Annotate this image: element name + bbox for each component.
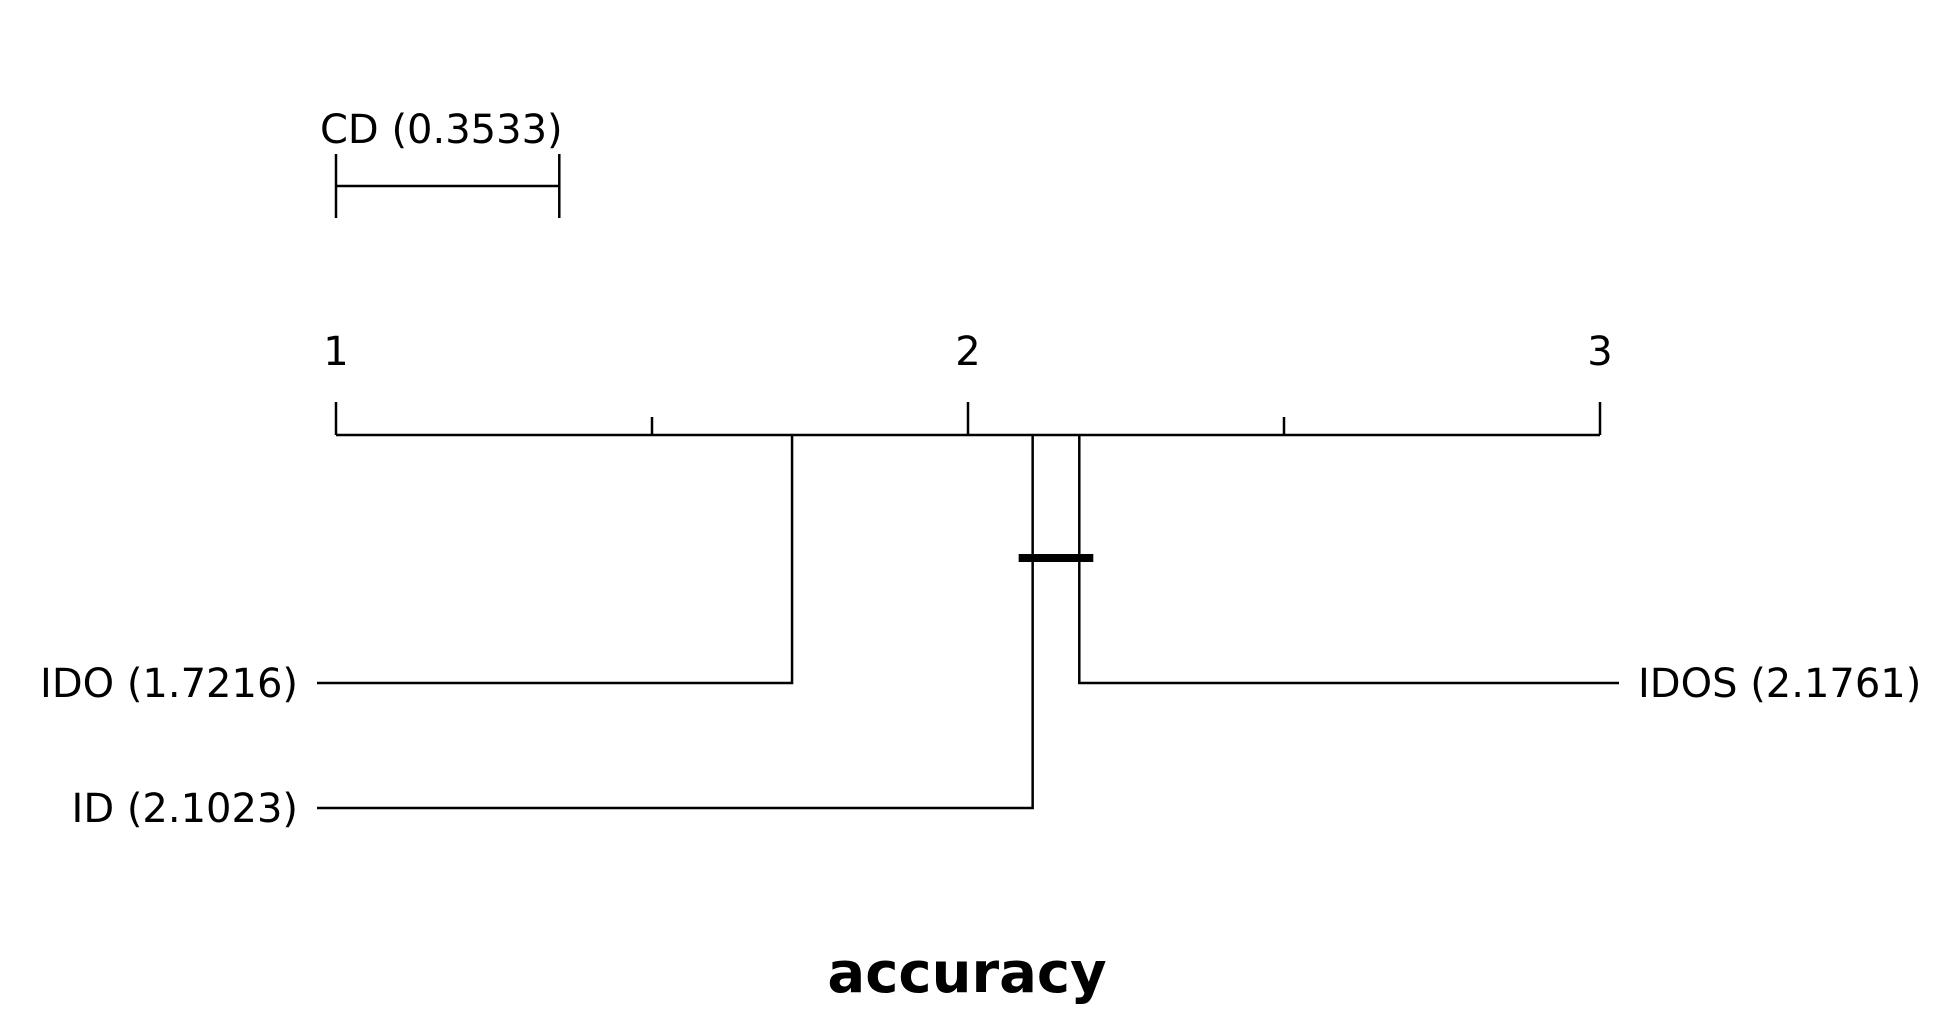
method-label-id: ID (2.1023) <box>72 786 298 832</box>
tick-label: 3 <box>1587 329 1612 375</box>
cd-label: CD (0.3533) <box>320 107 563 153</box>
chart-title: accuracy <box>827 941 1106 1006</box>
method-labels: IDO (1.7216) ID (2.1023) IDOS (2.1761) <box>40 661 1921 832</box>
method-leader-id <box>317 435 1034 810</box>
tick-label: 2 <box>955 329 980 375</box>
method-leader-idos <box>1078 435 1619 685</box>
method-label-idos: IDOS (2.1761) <box>1638 661 1921 707</box>
tick-label: 1 <box>323 329 348 375</box>
cd-bar-group: CD (0.3533) <box>320 107 563 218</box>
method-leaders <box>317 435 1619 810</box>
rank-axis: 1 2 3 <box>323 329 1613 437</box>
method-label-ido: IDO (1.7216) <box>40 661 298 707</box>
method-leader-ido <box>317 435 794 685</box>
